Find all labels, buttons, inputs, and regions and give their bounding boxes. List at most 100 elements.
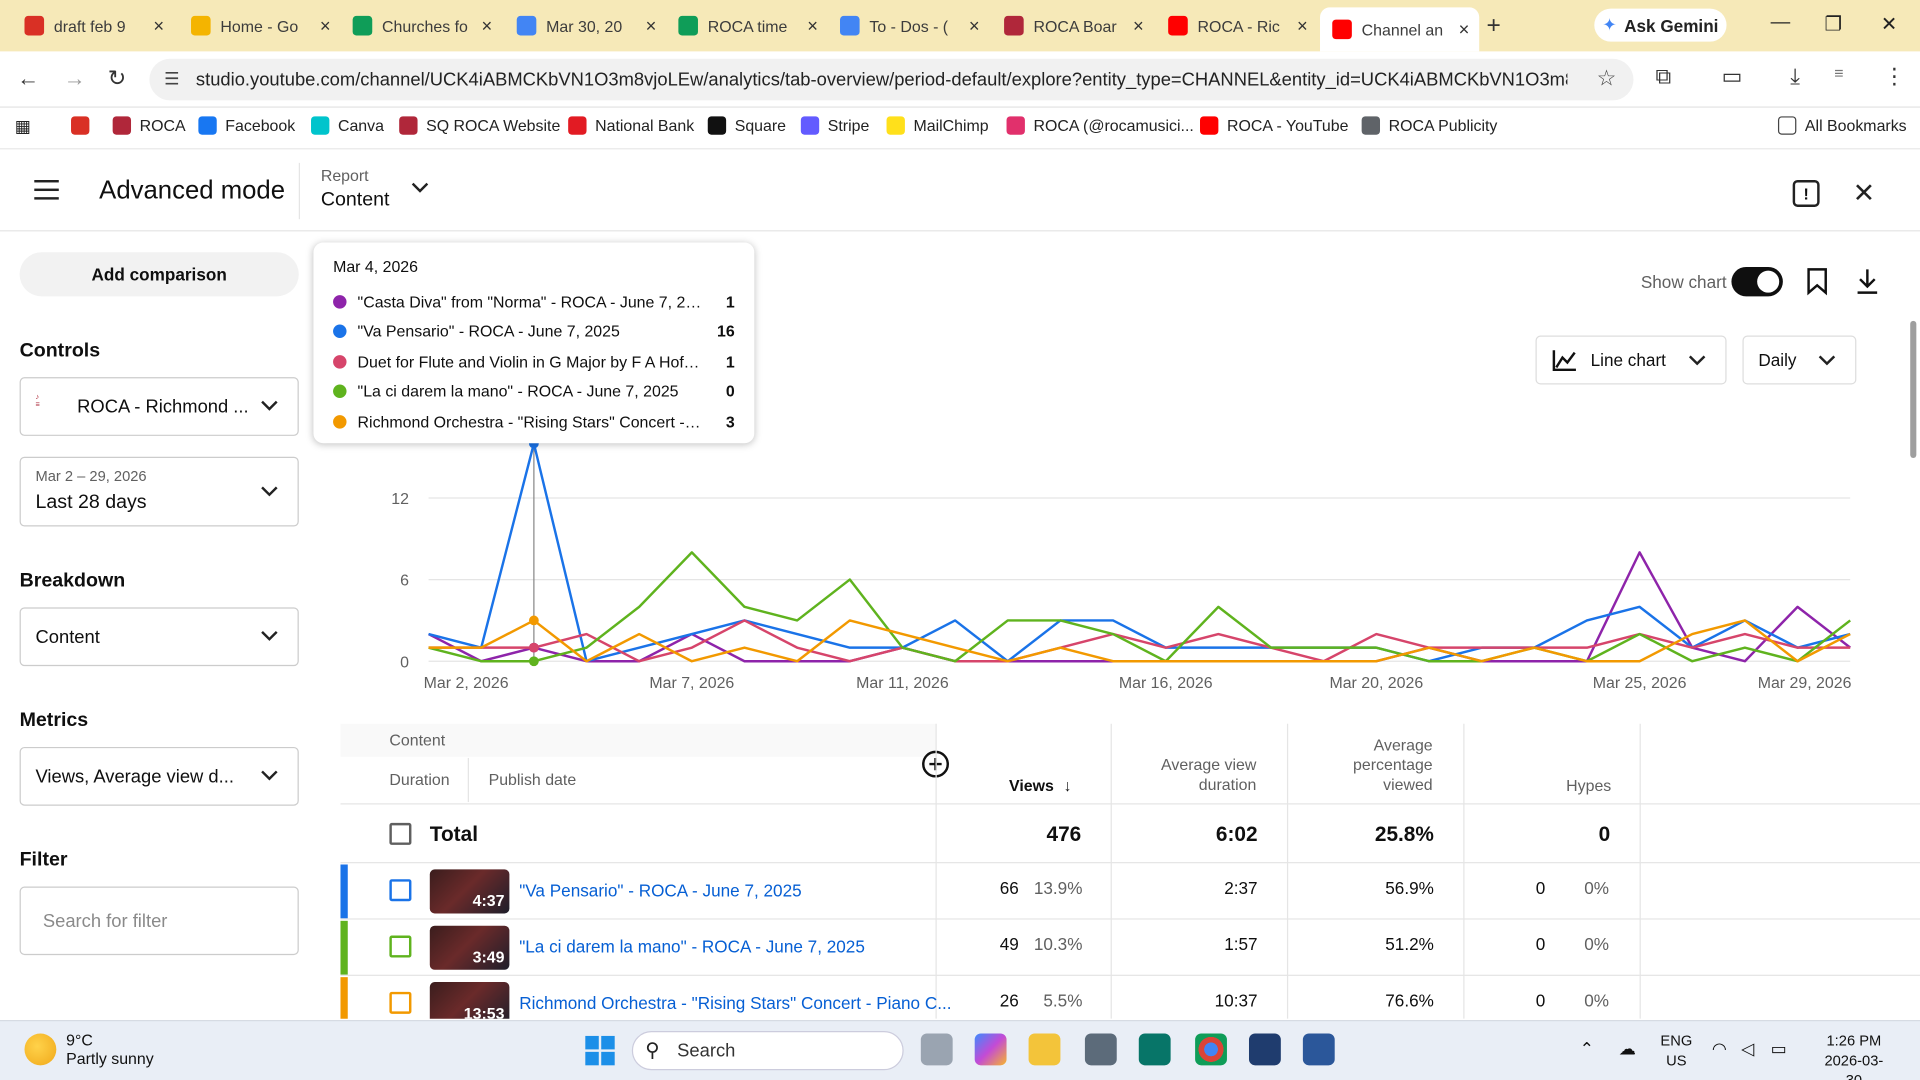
close-advanced-mode-icon[interactable]: ✕ [1852,177,1876,209]
site-info-icon[interactable]: ☰ [164,68,180,89]
video-title-link[interactable]: Richmond Orchestra - "Rising Stars" Conc… [519,993,952,1013]
line-chart[interactable]: 0 6 12 Mar 2, 2026 Mar 7, 2026 Mar 11, 2026 Ma… [340,416,1871,710]
hamburger-menu-icon[interactable] [34,180,59,200]
extensions-icon[interactable]: ⧉ [1655,63,1672,89]
col-publish-date[interactable]: Publish date [488,770,577,789]
browser-tab[interactable]: Mar 30, 20 × [504,7,666,44]
channel-dropdown[interactable]: ♪ ≡ ROCA - Richmond ... [19,377,299,436]
feedback-icon[interactable]: ! [1792,180,1820,207]
windows-start-icon[interactable] [585,1035,615,1066]
menu-dots-icon[interactable]: ⋮ [1883,63,1906,89]
video-title-link[interactable]: "Va Pensario" - ROCA - June 7, 2025 [519,880,802,901]
bookmark-item[interactable]: ROCA (@rocamusici... [1006,116,1194,135]
ask-gemini-button[interactable]: ✦ Ask Gemini [1594,8,1727,42]
tab-close-icon[interactable]: × [645,15,657,37]
bookmark-item[interactable]: National Bank [568,116,694,135]
tab-close-icon[interactable]: × [968,15,980,37]
apps-grid-icon[interactable]: ▦ [14,116,31,136]
page-scrollbar[interactable] [1907,306,1919,1016]
row-checkbox[interactable] [389,879,412,902]
video-thumbnail[interactable]: 13:53 [429,982,510,1019]
browser-tab[interactable]: ROCA - Ric × [1156,7,1318,44]
video-thumbnail[interactable]: 3:49 [429,925,510,970]
report-selector[interactable]: Content [320,189,390,211]
col-duration[interactable]: Duration [389,770,450,789]
bookmark-item[interactable]: SQ ROCA Website [399,116,560,135]
window-close-icon[interactable]: ✕ [1880,14,1898,36]
word-icon[interactable] [1302,1033,1335,1066]
bookmark-report-icon[interactable] [1805,267,1829,296]
taskbar-search[interactable]: ⚲ Search [631,1031,904,1071]
forward-icon[interactable]: → [63,66,86,91]
bookmark-item[interactable]: ROCA Publicity [1361,116,1497,135]
row-checkbox[interactable] [389,991,412,1014]
file-explorer-icon[interactable] [1028,1033,1061,1066]
bookmark-item[interactable] [71,116,98,135]
col-content[interactable]: Content [389,731,446,750]
tab-close-icon[interactable]: × [481,15,493,37]
video-title-link[interactable]: "La ci darem la mano" - ROCA - June 7, 2… [519,936,865,957]
all-bookmarks[interactable]: All Bookmarks [1777,116,1907,135]
granularity-dropdown[interactable]: Daily [1742,335,1857,385]
copilot-icon[interactable] [974,1033,1007,1066]
browser-tab[interactable]: Channel an × [1320,7,1480,52]
tab-close-icon[interactable]: × [1458,18,1470,40]
breakdown-dropdown[interactable]: Content [19,607,299,667]
publisher-icon[interactable] [1138,1033,1171,1066]
calculator-icon[interactable] [1084,1033,1117,1066]
total-checkbox[interactable] [389,822,412,845]
tab-close-icon[interactable]: × [807,15,818,37]
weather-widget[interactable]: 9°C Partly sunny [24,1031,154,1068]
download-icon[interactable]: ⤓ [1790,63,1800,89]
onedrive-icon[interactable]: ☁ [1618,1038,1636,1058]
row-checkbox[interactable] [389,935,412,958]
report-chevron-down-icon[interactable] [411,182,429,194]
tab-close-icon[interactable]: × [1297,15,1308,37]
url-field[interactable]: ☰ studio.youtube.com/channel/UCK4iABMCKb… [149,58,1634,101]
browser-tab[interactable]: Churches fo × [340,7,502,44]
profile-icon[interactable]: ≡ [1834,63,1844,83]
browser-tab[interactable]: To - Dos - (× [828,7,990,44]
chart-type-dropdown[interactable]: Line chart [1535,335,1727,385]
tab-close-icon[interactable]: × [319,15,331,37]
bookmark-item[interactable]: Canva [311,116,384,135]
bookmark-item[interactable]: MailChimp [886,116,989,135]
browser-tab[interactable]: draft feb 9 × [12,7,174,44]
col-views[interactable]: Views ↓ [1009,776,1072,794]
task-view-icon[interactable] [920,1033,953,1066]
tray-chevron-up-icon[interactable]: ⌃ [1579,1038,1594,1058]
col-average-view-duration[interactable]: Average view duration [1161,755,1257,794]
tab-close-icon[interactable]: × [1132,15,1144,37]
bookmark-item[interactable]: ROCA [112,116,186,135]
battery-icon[interactable]: ▭ [1770,1038,1787,1058]
restore-icon[interactable]: ❐ [1824,14,1843,36]
date-range-dropdown[interactable]: Mar 2 – 29, 2026 Last 28 days [19,456,299,527]
reload-icon[interactable]: ↻ [107,66,127,91]
volume-icon[interactable]: ◁ [1741,1038,1755,1058]
show-chart-toggle[interactable] [1731,266,1783,297]
tab-close-icon[interactable]: × [153,15,165,37]
back-icon[interactable]: ← [17,66,40,91]
bookmark-star-icon[interactable]: ☆ [1596,66,1617,91]
browser-tab[interactable]: Home - Go × [179,7,341,44]
filter-search-input[interactable]: Search for filter [19,886,299,956]
col-average-percentage-viewed[interactable]: Average percentage viewed [1352,735,1433,794]
wifi-icon[interactable]: ◠ [1711,1038,1727,1058]
export-download-icon[interactable] [1854,267,1881,296]
bookmark-item[interactable]: ROCA - YouTube [1200,116,1348,135]
language-indicator[interactable]: ENG US [1660,1031,1692,1070]
chrome-icon[interactable] [1195,1033,1227,1066]
col-hypes[interactable]: Hypes [1566,776,1612,795]
new-tab-button[interactable]: + [1486,12,1501,40]
cast-icon[interactable]: ▭ [1721,63,1743,89]
bookmark-item[interactable]: Stripe [800,116,869,135]
metrics-dropdown[interactable]: Views, Average view d... [19,746,299,806]
browser-tab[interactable]: ROCA Boar × [992,7,1154,44]
add-comparison-button[interactable]: Add comparison [19,252,299,297]
app-icon[interactable] [1248,1033,1281,1066]
bookmark-item[interactable]: Square [707,116,786,135]
bookmark-item[interactable]: Facebook [198,116,295,135]
minimize-icon[interactable]: — [1770,12,1791,34]
browser-tab[interactable]: ROCA time × [666,7,828,44]
